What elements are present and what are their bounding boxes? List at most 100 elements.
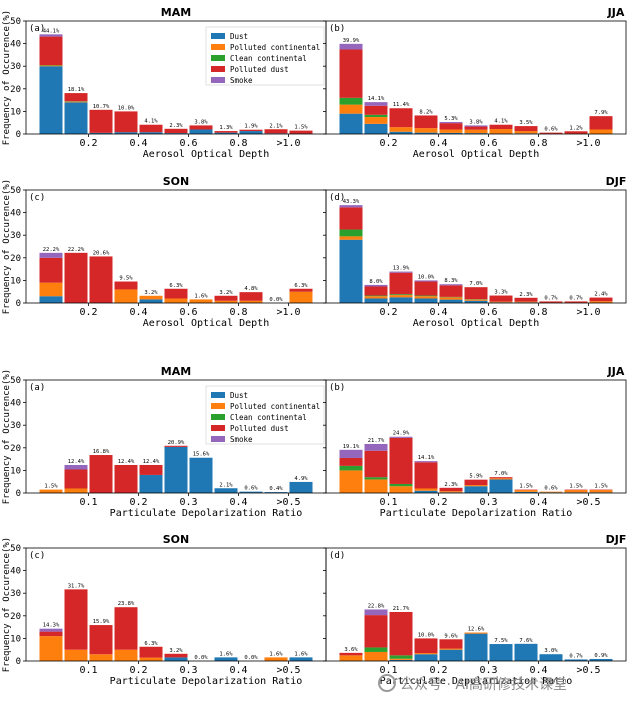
data-label-9: 0.7%: [544, 295, 558, 301]
data-label-3: 20.6%: [93, 250, 110, 256]
data-label-6: 3.2%: [169, 648, 183, 654]
bar-dust-8: [514, 643, 538, 661]
legend-label: Smoke: [230, 435, 253, 444]
bar-polluted-dust-10: [564, 301, 588, 303]
data-label-3: 16.8%: [93, 449, 110, 455]
bar-smoke-2: [364, 609, 388, 616]
data-label-6: 6.3%: [169, 283, 183, 289]
x-axis-label: Aerosol Optical Depth: [413, 318, 539, 329]
data-label-11: 1.5%: [594, 484, 608, 490]
y-axis-label: Frequency of Occurence(%): [2, 369, 12, 504]
x-tick-label: 0.4: [429, 138, 447, 149]
chart-panel-3: 22.2% 22.2% 20.6% 9.5% 3.2% 6.3% 1.6% 3.2% 4.8% 0…: [2, 175, 327, 329]
plot-frame: [325, 547, 627, 662]
x-tick-label: 0.1: [379, 665, 397, 676]
bar-polluted-continental-7: [489, 129, 513, 134]
bar-polluted-continental-5: [439, 129, 463, 133]
data-label-10: 0.4%: [269, 486, 283, 492]
bar-polluted-continental-11: [589, 129, 613, 134]
bar-dust-4: [414, 298, 438, 303]
data-label-6: 5.9%: [469, 474, 483, 480]
legend-swatch-smoke: [211, 77, 225, 83]
x-tick-label: 0.2: [129, 665, 147, 676]
bar-polluted-dust-11: [589, 116, 613, 130]
bar-dust-6: [164, 657, 188, 661]
bar-dust-1: [339, 113, 363, 134]
chart-panel-5: 1.5% 12.4% 16.8% 12.4% 12.4% 20.9% 15.6% 2.1% 0.…: [2, 365, 327, 519]
bar-polluted-dust-1: [39, 257, 63, 283]
bar-dust-7: [489, 644, 513, 661]
data-label-2: 31.7%: [68, 583, 85, 589]
chart-panel-8: 3.6% 22.8% 21.7% 10.0% 9.6% 12.6% 7.5% 7.6% 3.0%…: [323, 533, 627, 687]
data-label-10: 1.6%: [269, 651, 283, 657]
bar-polluted-dust-11: [289, 288, 313, 292]
bar-dust-9: [239, 491, 263, 493]
bar-polluted-dust-3: [389, 437, 413, 484]
bar-polluted-dust-9: [539, 132, 563, 134]
x-tick-label: 0.1: [79, 497, 97, 508]
y-tick-label: 30: [10, 231, 21, 241]
bar-polluted-dust-4: [114, 464, 138, 493]
bar-smoke-1: [39, 252, 63, 258]
legend-label: Polluted continental: [230, 402, 320, 411]
bar-dust-3: [389, 659, 413, 661]
y-tick-label: 10: [10, 107, 21, 117]
data-label-11: 1.5%: [294, 125, 308, 131]
bar-polluted-continental-11: [589, 301, 613, 303]
bar-polluted-dust-2: [364, 286, 388, 296]
bar-polluted-dust-4: [414, 281, 438, 296]
chart-panel-4: 43.3% 8.0% 13.9% 10.0% 8.3% 7.0% 3.3% 2.3% 0.7% 0…: [323, 175, 627, 329]
data-label-9: 0.6%: [544, 486, 558, 492]
legend-swatch-clean-continental: [211, 414, 225, 420]
bar-polluted-continental-3: [389, 127, 413, 132]
data-label-5: 3.2%: [144, 290, 158, 296]
bar-polluted-dust-6: [464, 287, 488, 300]
data-label-8: 1.3%: [219, 125, 233, 131]
bar-polluted-continental-2: [364, 651, 388, 661]
plot-frame: [325, 189, 627, 304]
bar-polluted-dust-1: [339, 207, 363, 230]
y-tick-label: 0: [16, 130, 21, 140]
x-axis-label: Particulate Depolarization Ratio: [380, 508, 573, 519]
x-axis-label: Particulate Depolarization Ratio: [380, 676, 573, 687]
data-label-11: 4.9%: [294, 476, 308, 482]
bar-polluted-continental-6: [464, 632, 488, 634]
bar-dust-5: [139, 474, 163, 493]
x-tick-label: 0.2: [429, 665, 447, 676]
bar-polluted-dust-5: [439, 639, 463, 649]
y-tick-label: 50: [10, 376, 21, 386]
bar-polluted-continental-8: [514, 131, 538, 134]
bar-dust-8: [214, 657, 238, 661]
data-label-6: 2.3%: [169, 123, 183, 129]
data-label-5: 6.3%: [144, 641, 158, 647]
chart-title: JJA: [607, 365, 625, 378]
data-label-8: 1.5%: [519, 484, 533, 490]
bar-polluted-continental-7: [489, 478, 513, 480]
data-label-1: 22.2%: [43, 247, 60, 253]
x-tick-label: 0.4: [529, 497, 547, 508]
data-label-5: 9.6%: [444, 633, 458, 639]
data-label-10: 1.2%: [569, 125, 583, 131]
bar-dust-6: [164, 446, 188, 493]
data-label-11: 0.9%: [594, 653, 608, 659]
data-label-2: 18.1%: [68, 87, 85, 93]
data-label-4: 10.0%: [418, 632, 435, 638]
bar-polluted-dust-5: [439, 285, 463, 297]
data-label-3: 15.9%: [93, 619, 110, 625]
panel-label: (a): [29, 24, 45, 34]
y-tick-label: 20: [10, 444, 21, 454]
bar-polluted-continental-2: [364, 479, 388, 493]
data-label-5: 12.4%: [143, 459, 160, 465]
data-label-1: 43.3%: [343, 199, 360, 205]
data-label-7: 7.5%: [494, 638, 508, 644]
bar-polluted-dust-4: [414, 115, 438, 129]
data-label-11: 2.4%: [594, 292, 608, 298]
bar-dust-8: [214, 132, 238, 134]
data-label-4: 8.2%: [419, 109, 433, 115]
bar-dust-10: [564, 659, 588, 661]
bar-polluted-continental-6: [464, 129, 488, 134]
data-label-2: 22.8%: [368, 603, 385, 609]
bar-polluted-continental-4: [414, 653, 438, 655]
y-tick-label: 20: [10, 254, 21, 264]
bar-dust-2: [64, 102, 88, 134]
